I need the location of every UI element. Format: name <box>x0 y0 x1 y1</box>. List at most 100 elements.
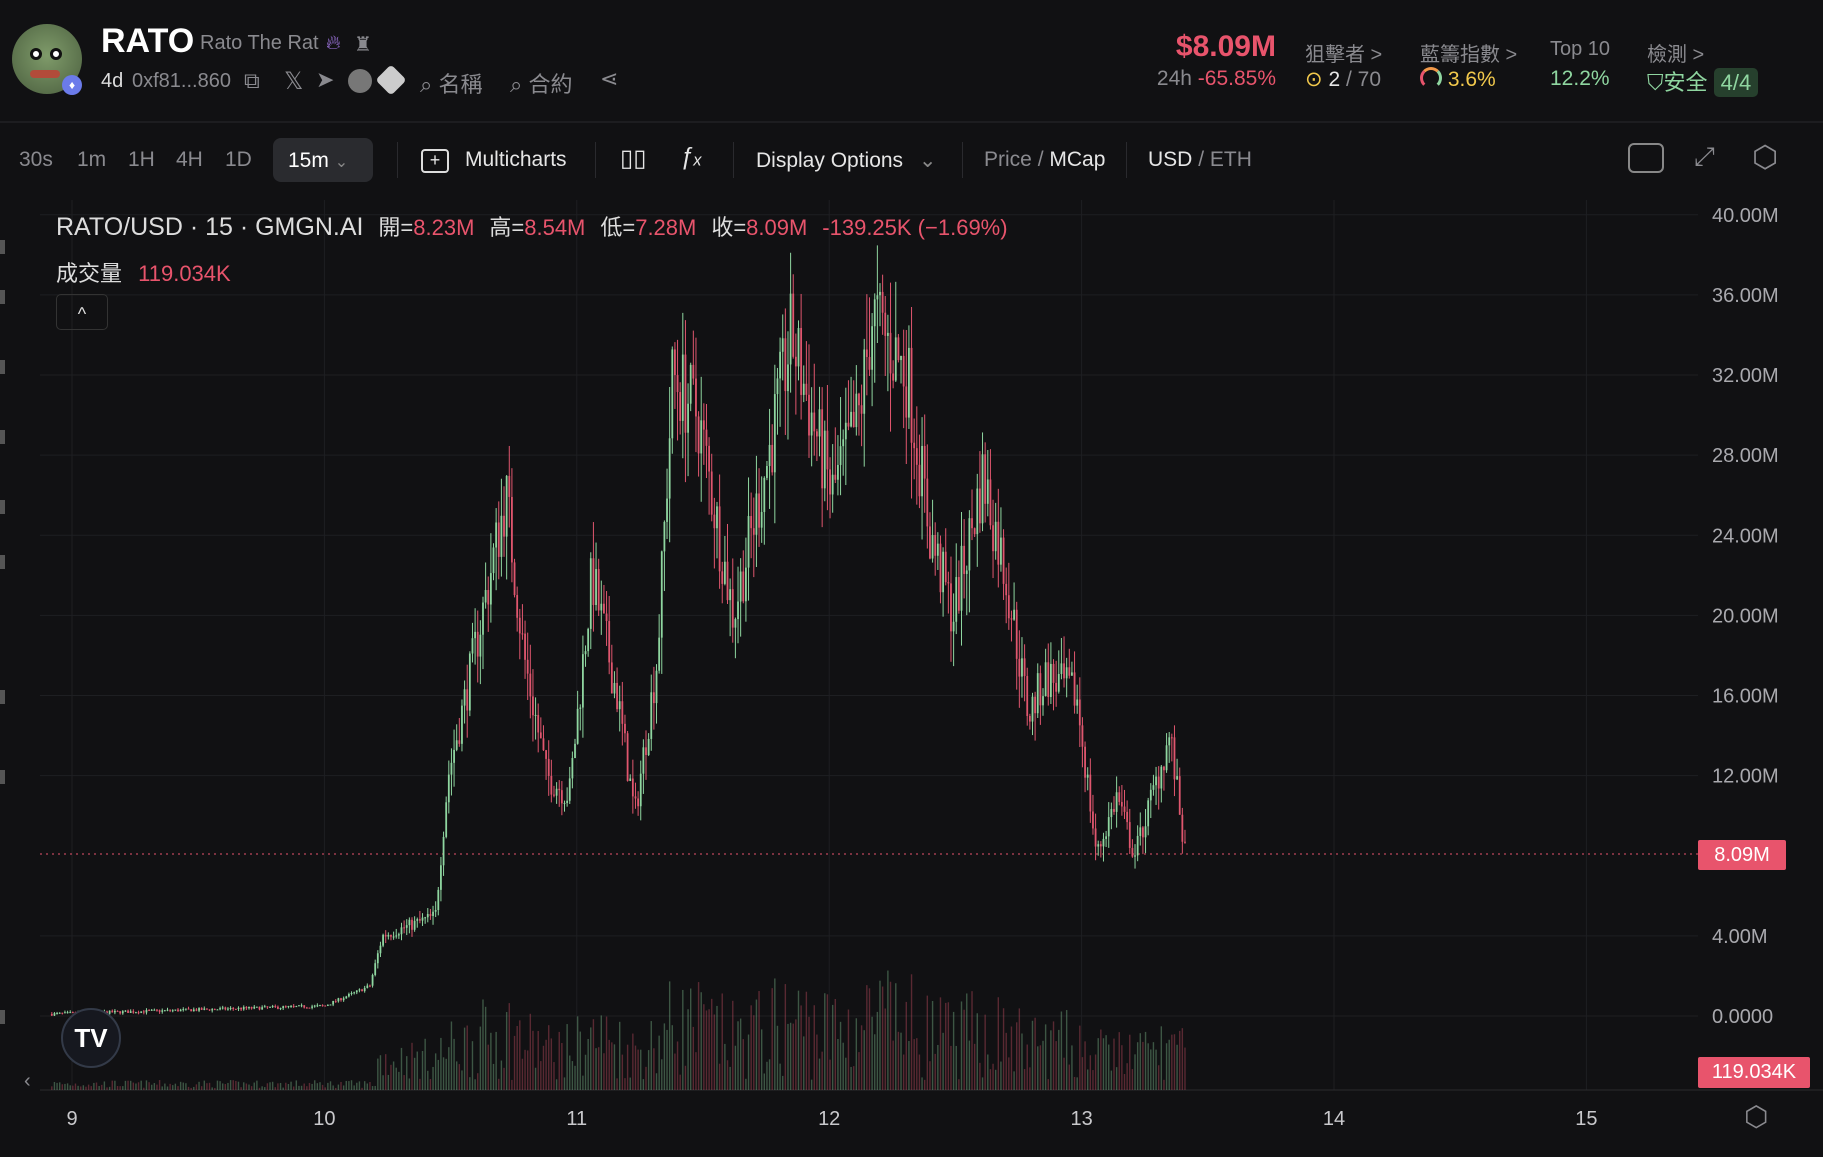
volume-bar <box>329 1081 332 1090</box>
volume-bar <box>640 1049 642 1090</box>
target-icon: ⊙ <box>1305 68 1323 91</box>
interval-1m[interactable]: 1m <box>77 148 107 171</box>
volume-bar <box>574 1065 576 1090</box>
x-icon[interactable]: 𝕏 <box>284 68 304 95</box>
fullscreen-icon[interactable]: ⤢ <box>1694 141 1715 171</box>
interval-dropdown[interactable]: 15m ⌄ <box>273 138 373 182</box>
candle <box>313 1005 316 1007</box>
candle <box>50 1013 53 1016</box>
eth-option[interactable]: ETH <box>1209 148 1252 171</box>
candle <box>329 1004 332 1006</box>
volume-bar <box>227 1082 229 1090</box>
volume-bar <box>216 1080 219 1090</box>
currency-toggle[interactable]: USD / ETH <box>1148 148 1252 172</box>
volume-bar <box>61 1084 64 1090</box>
candle <box>781 338 784 352</box>
volume-bar <box>921 1077 923 1090</box>
candle <box>800 327 803 395</box>
candle <box>442 836 445 866</box>
volume-bar <box>584 1054 587 1090</box>
audit-link[interactable]: 檢測 > <box>1647 44 1705 66</box>
interval-30s[interactable]: 30s <box>19 148 53 171</box>
candle <box>121 1011 124 1014</box>
candle <box>179 1009 182 1012</box>
collapse-legend-button[interactable]: ^ <box>56 294 108 330</box>
usd-option[interactable]: USD <box>1148 148 1193 171</box>
candle <box>1005 583 1008 596</box>
settings-icon[interactable]: ⬡ <box>1752 141 1779 174</box>
multicharts-button[interactable]: + Multicharts <box>421 148 567 173</box>
candle <box>576 708 579 744</box>
interval-1h[interactable]: 1H <box>128 148 155 171</box>
candle <box>429 914 432 916</box>
candle <box>119 1011 122 1014</box>
volume-bar <box>624 1078 626 1090</box>
volume-bar <box>847 1009 850 1090</box>
volume-bar <box>222 1083 224 1090</box>
search-name-link[interactable]: ⌕ 名稱 <box>420 67 482 99</box>
volume-bar <box>1147 1043 1149 1090</box>
axis-settings-icon[interactable]: ⬡ <box>1744 1101 1769 1132</box>
search-contract-link[interactable]: ⌕ 合約 <box>510 67 572 99</box>
volume-bar <box>495 1031 497 1090</box>
dev-icon[interactable]: ♜ <box>354 34 372 56</box>
sniper-link[interactable]: 狙擊者 > <box>1305 44 1383 66</box>
scroll-left-icon[interactable]: ‹ <box>24 1070 31 1092</box>
candle-type-icon[interactable]: ▯▯ <box>620 145 647 172</box>
bluechip-link[interactable]: 藍籌指數 > <box>1420 44 1518 66</box>
volume-bar <box>206 1083 208 1090</box>
candle <box>148 1009 150 1011</box>
candle <box>915 448 918 465</box>
volume-bar <box>616 1078 618 1090</box>
candle <box>955 577 958 622</box>
volume-bar <box>253 1082 255 1090</box>
copy-icon[interactable]: ⧉ <box>244 68 260 93</box>
candle <box>1139 827 1142 836</box>
display-options-dropdown[interactable]: Display Options ⌄ <box>756 148 937 173</box>
volume-bar <box>437 1059 439 1090</box>
candle <box>1176 776 1178 780</box>
volume-bar <box>984 1014 986 1090</box>
volume-bar <box>981 1077 984 1090</box>
candle <box>1105 836 1108 839</box>
candle <box>163 1010 166 1012</box>
candle <box>229 1008 232 1010</box>
volume-bar <box>1008 1057 1010 1090</box>
volume-bar <box>108 1086 111 1090</box>
candle <box>1007 595 1010 619</box>
share-icon[interactable]: ⋖ <box>600 66 619 91</box>
price-option[interactable]: Price <box>984 148 1032 171</box>
chevron-down-icon: ⌄ <box>918 149 937 172</box>
volume-bar <box>745 1078 747 1090</box>
interval-4h[interactable]: 4H <box>176 148 203 171</box>
telegram-icon[interactable]: ➤ <box>316 67 335 92</box>
candle <box>1115 792 1118 812</box>
volume-bar <box>335 1087 337 1090</box>
volume-bar <box>143 1087 145 1090</box>
mcap-option[interactable]: MCap <box>1049 148 1106 171</box>
candle <box>894 337 897 381</box>
volume-bar <box>563 1077 566 1090</box>
volume-bar <box>492 1063 495 1090</box>
volume-bar <box>550 1038 553 1090</box>
candle <box>379 945 382 954</box>
price-mcap-toggle[interactable]: Price / MCap <box>984 148 1105 172</box>
indicators-icon[interactable]: ƒₓ <box>680 143 703 170</box>
camera-icon[interactable] <box>1628 143 1664 173</box>
volume-bar <box>308 1082 311 1090</box>
token-address[interactable]: 0xf81...860 <box>132 70 231 92</box>
candle <box>274 1006 277 1008</box>
volume-bar <box>508 1003 510 1090</box>
tradingview-logo[interactable]: TV <box>61 1008 121 1068</box>
volume-bar <box>1136 1042 1139 1090</box>
candle <box>863 349 866 414</box>
candle <box>847 422 850 427</box>
volume-bar <box>800 1005 802 1090</box>
interval-1d[interactable]: 1D <box>225 148 252 171</box>
volume-bar <box>1086 1069 1089 1090</box>
candle <box>1118 792 1121 802</box>
candle <box>1170 737 1173 739</box>
volume-bar <box>277 1083 279 1090</box>
chart-site-icon[interactable] <box>348 69 372 93</box>
